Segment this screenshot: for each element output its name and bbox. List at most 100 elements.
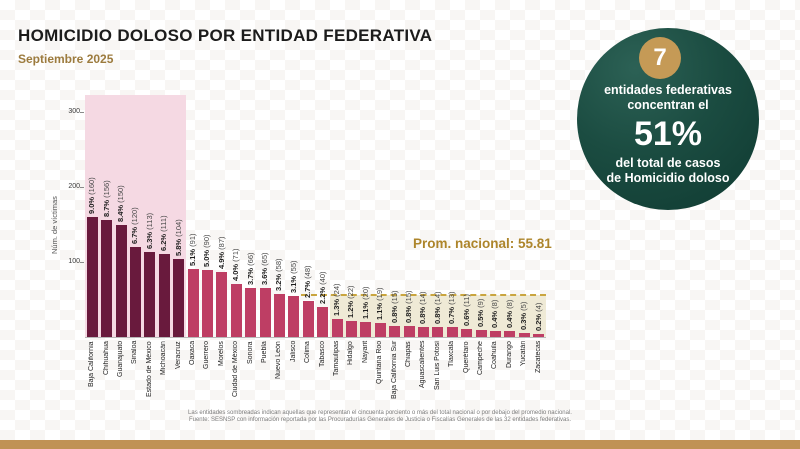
bar (101, 220, 113, 337)
bar (533, 334, 545, 337)
bar (489, 331, 501, 337)
bar (432, 326, 444, 337)
bar (504, 331, 516, 337)
bar-percent: 0.2% (533, 311, 543, 331)
bar-count: (66) (245, 251, 255, 266)
bar (259, 288, 271, 337)
bar-category-label: Tamaulipas (333, 341, 340, 377)
bar-percent: 0.7% (447, 305, 457, 325)
bar-value-label: 0.8% (14) (418, 262, 428, 324)
y-tick-mark (80, 187, 84, 188)
bar (115, 224, 127, 337)
badge-percent: 51% (633, 115, 703, 153)
bar-count: (65) (260, 252, 269, 267)
bar (374, 322, 386, 337)
bar-value-label: 5.8% (104) (174, 194, 184, 256)
bar-category-label: Coahuila (491, 341, 499, 369)
bar-percent: 0.8% (404, 303, 413, 323)
bar-percent: 1.3% (332, 296, 341, 316)
bar-percent: 6.3% (144, 230, 154, 250)
bar-count: (8) (504, 299, 514, 309)
bar-percent: 1.1% (360, 299, 370, 319)
bar-count: (48) (303, 265, 313, 279)
bar-category-label: Yucatán (520, 341, 528, 367)
bar-value-label: 0.3% (5) (519, 268, 529, 330)
bar-percent: 0.5% (476, 308, 485, 328)
bar-count: (14) (418, 290, 428, 305)
bar (230, 283, 242, 337)
bar (144, 252, 156, 337)
bar-count: (91) (188, 233, 197, 247)
bar (86, 217, 98, 337)
bar-value-label: 0.7% (13) (447, 262, 457, 325)
bar-value-label: 3.1% (55) (289, 231, 299, 293)
bar (475, 330, 487, 337)
bar-percent: 2.2% (317, 284, 327, 304)
bar-count: (14) (432, 290, 442, 305)
bar-percent: 8.7% (101, 197, 111, 217)
bar-count: (150) (116, 184, 125, 203)
bar-category-label: Guerrero (203, 341, 211, 370)
bar-percent: 6.7% (130, 224, 140, 244)
bar (403, 325, 415, 337)
bar-value-label: 4.0% (71) (231, 219, 241, 281)
bar-count: (55) (288, 260, 298, 274)
y-tick-label: 200 (68, 183, 80, 190)
bar-category-label: Oaxaca (189, 341, 196, 366)
bar-value-label: 3.6% (65) (260, 223, 270, 286)
bar-value-label: 6.7% (120) (130, 182, 140, 244)
bar-value-label: 0.8% (15) (390, 261, 400, 323)
bar-category-label: Hidalgo (347, 341, 355, 365)
bar (302, 301, 314, 337)
bar-value-label: 0.6% (11) (462, 264, 472, 326)
bar-count: (120) (130, 207, 140, 225)
bar-count: (111) (159, 215, 169, 232)
bottom-accent-bar (0, 440, 800, 449)
bar-count: (19) (375, 287, 385, 301)
bar-count: (5) (519, 301, 529, 312)
bar-category-label: Puebla (261, 341, 268, 363)
y-tick-mark (80, 262, 84, 263)
bar-count: (71) (231, 248, 241, 262)
page-subtitle: Septiembre 2025 (18, 52, 114, 66)
bar-value-label: 5.0% (90) (202, 205, 212, 267)
bar-category-label: Colima (304, 341, 312, 363)
bar-value-label: 0.8% (14) (433, 262, 443, 324)
bar-category-label: Baja California Sur (390, 341, 398, 400)
bar-count: (20) (360, 286, 370, 300)
bar-percent: 5.1% (188, 246, 197, 266)
bar-count: (9) (476, 298, 485, 309)
bar-percent: 0.8% (389, 303, 399, 323)
bar-category-label: Chiapas (405, 341, 412, 367)
bar-percent: 4.9% (216, 249, 226, 269)
bar (288, 295, 300, 337)
bar-percent: 8.4% (116, 202, 125, 222)
bar-percent: 3.7% (245, 265, 255, 285)
bar-category-label: Durango (505, 341, 513, 368)
bar (461, 328, 473, 337)
bar (317, 307, 329, 337)
bar-value-label: 3.2% (58) (274, 229, 284, 291)
badge-line3: del total de casos (615, 156, 721, 170)
bar-category-label: Jalisco (289, 341, 297, 363)
bar-value-label: 2.2% (40) (318, 242, 328, 304)
bar-percent: 0.8% (432, 304, 442, 324)
bar-value-label: 8.7% (156) (102, 155, 112, 217)
bar-percent: 6.2% (159, 231, 169, 251)
bar-value-label: 2.7% (48) (303, 236, 313, 298)
bar-count: (4) (533, 302, 543, 312)
bar (245, 287, 257, 337)
bar-category-label: Michoacán (160, 341, 168, 375)
bar-count: (8) (490, 299, 500, 309)
bar (417, 326, 429, 337)
bar-count: (15) (389, 290, 399, 304)
bar (389, 325, 401, 337)
bar-category-label: Sonora (246, 341, 254, 364)
bar-category-label: Tlaxcala (448, 341, 456, 368)
bar (273, 293, 285, 337)
bar-category-label: San Luis Potosí (433, 341, 441, 391)
badge-line1: entidades federativas (604, 83, 732, 97)
bar-value-label: 1.2% (22) (346, 256, 356, 318)
